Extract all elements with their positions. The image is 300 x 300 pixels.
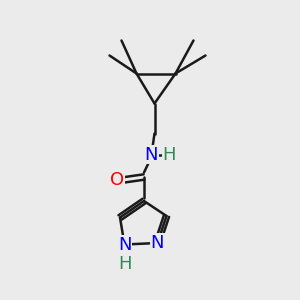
Text: N: N (145, 146, 158, 164)
Text: H: H (118, 255, 131, 273)
Text: H: H (163, 146, 176, 164)
Text: O: O (110, 171, 124, 189)
Text: N: N (118, 236, 131, 253)
Text: N: N (151, 234, 164, 252)
